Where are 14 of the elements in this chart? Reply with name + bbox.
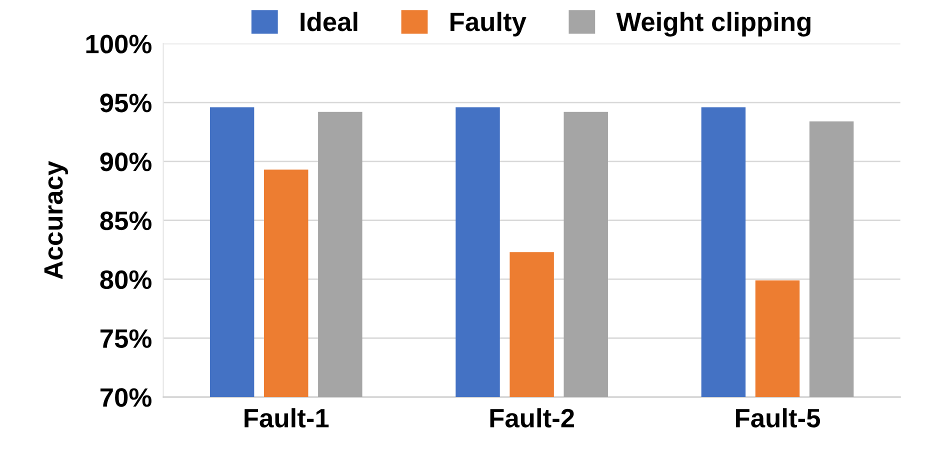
- y-tick-label: 70%: [100, 388, 152, 407]
- y-tick-label: 90%: [100, 152, 152, 172]
- legend-label: Weight clipping: [616, 12, 810, 37]
- y-tick-label: 75%: [100, 329, 152, 348]
- y-axis-title: Accuracy: [44, 161, 68, 280]
- x-tick-label: Fault-1: [244, 408, 329, 428]
- legend-label: Faulty: [450, 12, 526, 36]
- y-tick-label: 95%: [100, 94, 152, 112]
- y-tick-label: 85%: [100, 211, 152, 230]
- x-tick-label: Fault-5: [736, 408, 820, 428]
- y-tick-label: 100%: [86, 34, 152, 54]
- legend-label: Ideal: [300, 12, 358, 32]
- x-tick-label: Fault-2: [490, 408, 574, 428]
- y-tick-label: 80%: [100, 270, 152, 290]
